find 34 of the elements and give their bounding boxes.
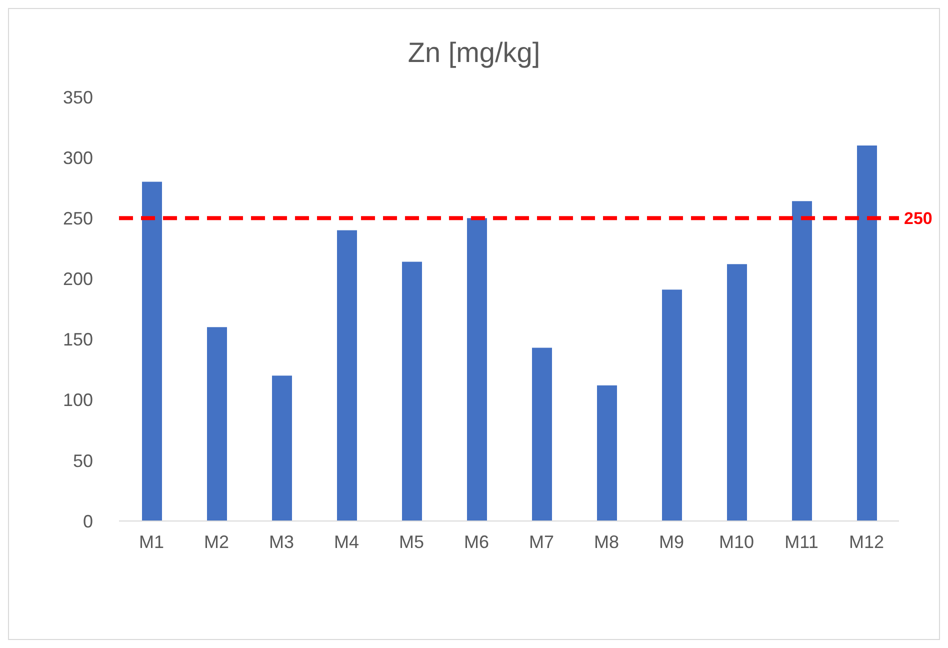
bar <box>662 290 682 521</box>
x-tick-label: M4 <box>334 532 360 552</box>
x-tick-label: M3 <box>268 532 294 552</box>
x-tick-label: M7 <box>528 532 554 552</box>
y-tick-label: 0 <box>82 511 93 532</box>
ref-line-label: 250 <box>904 209 932 228</box>
x-tick-label: M6 <box>464 532 490 552</box>
x-tick-label: M2 <box>204 532 230 552</box>
x-tick-label: M8 <box>594 532 620 552</box>
bar <box>792 201 812 521</box>
x-tick-label: M9 <box>658 532 684 552</box>
bar <box>402 262 422 521</box>
bar <box>142 182 162 521</box>
y-tick-label: 200 <box>62 269 93 290</box>
bar <box>337 230 357 521</box>
x-tick-label: M10 <box>718 532 754 552</box>
bar <box>532 348 552 521</box>
x-tick-label: M5 <box>398 532 424 552</box>
bar <box>272 376 292 521</box>
y-tick-label: 250 <box>62 208 93 229</box>
bar <box>857 145 877 521</box>
y-tick-label: 300 <box>62 148 93 168</box>
bar <box>207 327 227 521</box>
x-tick-label: M12 <box>848 532 884 552</box>
y-tick-label: 150 <box>62 330 93 350</box>
bar <box>597 385 617 521</box>
x-tick-label: M1 <box>138 532 164 552</box>
y-tick-label: 100 <box>62 390 93 410</box>
y-tick-label: 350 <box>62 87 93 108</box>
chart-title: Zn [mg/kg] <box>406 37 542 70</box>
bar <box>467 218 487 521</box>
y-tick-label: 50 <box>72 450 93 471</box>
x-tick-label: M11 <box>784 532 818 552</box>
bar <box>727 264 747 521</box>
